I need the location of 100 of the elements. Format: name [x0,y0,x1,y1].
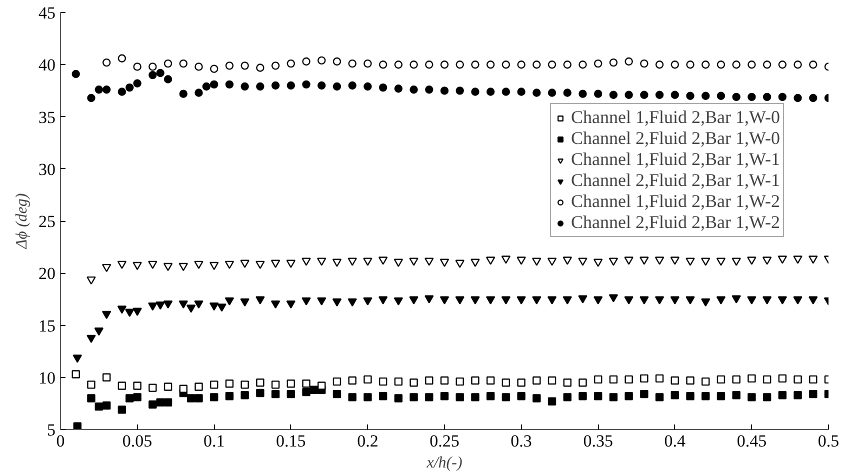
point [701,258,710,266]
point [502,60,510,69]
y-tick-label: 20 [38,264,56,284]
point [94,328,104,336]
point [156,301,165,310]
point [732,375,740,384]
point [240,82,249,91]
y-tick-label: 40 [38,56,56,75]
x-tick-label: 0.4 [664,432,686,450]
point [809,60,818,69]
point [471,376,480,385]
point [778,296,788,304]
point [156,398,164,406]
point [670,391,679,400]
point [762,60,772,69]
point [440,296,450,304]
point [425,393,434,402]
point [547,296,557,304]
point [378,60,388,69]
y-tick-label: 25 [38,212,56,231]
point [86,276,96,285]
point [517,378,526,387]
point [394,394,403,402]
point [732,258,741,266]
point [126,394,134,402]
point [670,90,679,99]
point [793,296,802,304]
point [202,82,211,91]
point [332,57,342,66]
point [286,380,295,388]
point [655,393,664,402]
point [517,60,526,69]
point [808,296,818,304]
point [762,256,772,265]
point [348,376,356,385]
point [702,92,710,100]
point [225,380,234,388]
point [363,297,372,306]
point [318,56,326,65]
point [256,388,264,398]
point [747,296,756,304]
point [716,296,726,304]
point [410,378,418,387]
point [501,256,511,264]
point [548,376,556,385]
point [732,92,740,102]
point [716,60,726,69]
point [716,258,726,266]
point [670,60,679,69]
point [240,62,249,70]
point [640,390,648,398]
point [578,60,587,69]
point [471,393,480,402]
point [318,81,326,90]
point [210,64,218,73]
point [624,296,634,304]
point [778,60,787,69]
point [455,296,464,304]
point [594,258,603,267]
point [378,83,388,92]
point [794,375,802,384]
point [532,376,541,385]
x-tick-label: 0.1 [203,432,225,450]
point [302,57,310,66]
point [640,296,649,304]
point [778,391,787,400]
point [302,388,310,396]
point [132,308,142,316]
point [670,376,679,385]
y-tick-label: 30 [38,160,56,179]
point [179,90,188,98]
point [317,297,326,306]
point [271,390,280,398]
point [424,258,434,266]
point [594,375,602,384]
point [332,390,342,398]
point [456,60,464,69]
point [364,59,372,68]
point [156,68,164,78]
x-tick-label: 0.35 [583,432,613,450]
point [701,298,710,306]
point [86,334,96,343]
point [654,296,664,304]
point [808,256,818,264]
point [410,86,418,94]
y-tick-label: 10 [38,368,56,388]
point [624,57,633,66]
point [409,296,418,304]
point [102,86,111,94]
point [378,392,388,400]
point [440,60,449,69]
point [425,376,434,385]
point [624,256,634,265]
point [470,296,480,304]
point [363,258,372,266]
point [164,59,172,68]
point [578,90,587,98]
point [72,70,80,78]
point [72,370,80,378]
point [624,375,633,384]
